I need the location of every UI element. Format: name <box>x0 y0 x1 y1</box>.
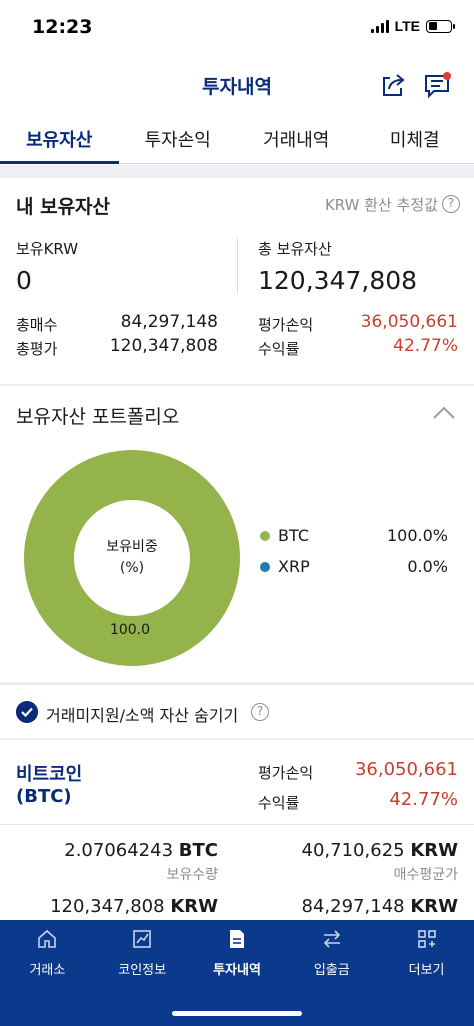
bottom-nav: 거래소 코인정보 투자내역 입출금 더보기 <box>0 920 474 1026</box>
help-icon[interactable]: ? <box>251 703 269 721</box>
total-buy-label: 총매수 <box>16 316 58 334</box>
nav-deposit-withdraw[interactable]: 입출금 <box>284 920 379 1026</box>
pnl-label: 평가손익 <box>258 316 314 334</box>
coin-eval-unit: KRW <box>170 896 218 917</box>
home-icon <box>38 929 57 948</box>
coin-avg-price-value: 40,710,625 <box>301 840 405 861</box>
nav-coin-info[interactable]: 코인정보 <box>95 920 190 1026</box>
network-label: LTE <box>394 18 420 34</box>
tab-bar: 보유자산 투자손익 거래내역 미체결 <box>0 114 474 164</box>
section-gap <box>0 165 474 178</box>
krw-note: KRW 환산 추정값 <box>324 196 438 214</box>
legend-dot-btc <box>260 531 270 541</box>
chevron-up-icon[interactable] <box>432 404 456 420</box>
status-bar: 12:23 LTE <box>0 0 474 58</box>
coin-quantity-value: 2.07064243 <box>64 840 174 861</box>
grid-icon <box>417 930 436 948</box>
coin-name: 비트코인 <box>16 764 83 785</box>
legend-name-btc: BTC <box>278 526 309 545</box>
nav-deposit-withdraw-label: 입출금 <box>313 963 350 978</box>
help-icon[interactable]: ? <box>442 195 460 213</box>
hide-small-assets-label[interactable]: 거래미지원/소액 자산 숨기기 <box>46 706 239 725</box>
nav-exchange-label: 거래소 <box>29 963 66 978</box>
transfer-icon <box>323 930 340 948</box>
section-gap <box>0 682 474 684</box>
section-gap <box>0 384 474 386</box>
coin-rate-value: 42.77% <box>389 789 458 810</box>
holdings-title: 내 보유자산 <box>16 196 111 218</box>
coin-eval-amount: 120,347,808 KRW <box>50 896 218 917</box>
total-assets-value: 120,347,808 <box>258 266 418 295</box>
rate-label: 수익률 <box>258 340 300 358</box>
coin-holding-btc[interactable]: 비트코인 (BTC) 평가손익 36,050,661 수익률 42.77% 2.… <box>0 740 474 920</box>
coin-quantity-unit: BTC <box>178 840 218 861</box>
status-indicators: LTE <box>370 18 455 34</box>
coin-pnl-label: 평가손익 <box>258 764 314 782</box>
portfolio-section: 보유자산 포트폴리오 보유비중 (%) 100.0 BTC 100.0% XRP… <box>0 386 474 682</box>
tab-profit-loss[interactable]: 투자손익 <box>144 130 211 151</box>
checkmark-icon[interactable] <box>16 701 38 723</box>
donut-slice-label: 100.0 <box>110 622 150 638</box>
page-header: 투자내역 <box>0 58 474 114</box>
page-title: 투자내역 <box>202 76 272 98</box>
coin-buy-unit: KRW <box>410 896 458 917</box>
donut-center-unit: (%) <box>120 560 144 576</box>
section-gap <box>0 738 474 740</box>
coin-buy-amount: 84,297,148 KRW <box>302 896 458 917</box>
legend-pct-xrp: 0.0% <box>407 557 448 576</box>
donut-center-label: 보유비중 <box>106 539 158 555</box>
total-eval-value: 120,347,808 <box>109 336 218 356</box>
coin-avg-price-unit: KRW <box>410 840 458 861</box>
memo-icon[interactable] <box>422 70 452 100</box>
nav-more[interactable]: 더보기 <box>379 920 474 1026</box>
nav-more-label: 더보기 <box>408 963 445 978</box>
total-buy-value: 84,297,148 <box>120 312 218 332</box>
coin-eval-value: 120,347,808 <box>50 896 165 917</box>
krw-value: 0 <box>16 266 32 295</box>
divider <box>0 824 474 825</box>
hide-small-assets-row[interactable]: 거래미지원/소액 자산 숨기기 ? <box>0 684 474 738</box>
chart-icon <box>133 930 151 948</box>
coin-quantity-label: 보유수량 <box>166 867 218 883</box>
nav-coin-info-label: 코인정보 <box>118 963 167 978</box>
total-assets-label: 총 보유자산 <box>258 240 332 258</box>
legend-name-xrp: XRP <box>278 557 310 576</box>
signal-icon <box>370 19 389 33</box>
coin-buy-value: 84,297,148 <box>301 896 405 917</box>
coin-code: (BTC) <box>16 786 72 807</box>
battery-icon <box>426 19 455 33</box>
coin-quantity: 2.07064243 BTC <box>64 840 218 861</box>
coin-avg-price-label: 매수평균가 <box>393 867 458 883</box>
pnl-value: 36,050,661 <box>360 312 458 332</box>
nav-exchange[interactable]: 거래소 <box>0 920 95 1026</box>
portfolio-title: 보유자산 포트폴리오 <box>16 406 180 428</box>
tab-holdings[interactable]: 보유자산 <box>0 114 119 164</box>
total-eval-label: 총평가 <box>16 340 58 358</box>
nav-investments[interactable]: 투자내역 <box>190 920 285 1026</box>
status-time: 12:23 <box>32 16 93 38</box>
coin-avg-price: 40,710,625 KRW <box>302 840 458 861</box>
portfolio-donut-chart: 보유비중 (%) 100.0 <box>24 450 240 666</box>
legend-dot-xrp <box>260 562 270 572</box>
divider <box>237 238 238 294</box>
coin-pnl-value: 36,050,661 <box>354 759 458 780</box>
document-icon <box>229 930 244 948</box>
tab-trade-history[interactable]: 거래내역 <box>263 130 330 151</box>
holdings-summary: 내 보유자산 KRW 환산 추정값 ? 보유KRW 0 총 보유자산 120,3… <box>0 178 474 384</box>
share-icon[interactable] <box>378 70 408 100</box>
rate-value: 42.77% <box>393 336 458 356</box>
donut-slice-btc <box>24 450 240 666</box>
legend-pct-btc: 100.0% <box>386 526 448 545</box>
tab-open-orders[interactable]: 미체결 <box>389 130 440 151</box>
krw-label: 보유KRW <box>16 240 79 258</box>
nav-investments-label: 투자내역 <box>213 963 261 978</box>
home-indicator <box>172 1011 302 1016</box>
coin-rate-label: 수익률 <box>258 794 300 812</box>
